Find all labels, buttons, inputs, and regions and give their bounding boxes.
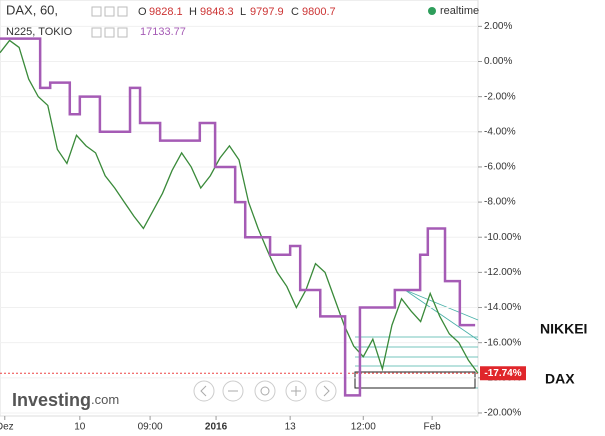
realtime: realtime [440, 5, 479, 17]
series-annotation: NIKKEI [540, 321, 587, 337]
x-tick-label: 10 [74, 422, 86, 433]
x-tick-label: 09:00 [138, 422, 163, 433]
high: 9848.3 [200, 6, 234, 18]
logo-suffix: .com [91, 392, 119, 407]
plot-frame [0, 0, 479, 417]
x-tick-label: Feb [423, 422, 441, 433]
open: 9828.1 [149, 6, 183, 18]
logo: Investing.com [12, 390, 119, 410]
x-tick-label: 13 [285, 422, 297, 433]
reset[interactable] [254, 380, 276, 402]
zoom-in[interactable] [285, 380, 307, 402]
y-tick-label: -10.00% [484, 232, 521, 243]
y-tick-label: -16.00% [484, 337, 521, 348]
y-tick-label: -6.00% [484, 162, 516, 173]
y-tick-label: -14.00% [484, 302, 521, 313]
symbol: DAX, 60, [6, 2, 58, 17]
y-tick-label: -2.00% [484, 91, 516, 102]
last-value-box [480, 366, 526, 381]
selection-box [354, 371, 476, 389]
step-line [0, 37, 476, 397]
close: 9800.7 [302, 6, 336, 18]
low-label: L [240, 6, 246, 18]
y-tick-label: 0.00% [484, 56, 512, 67]
realtime-dot [428, 7, 436, 15]
scroll-left[interactable] [193, 380, 215, 402]
x-tick-label: 2016 [205, 422, 228, 433]
y-tick-label: -4.00% [484, 126, 516, 137]
zoom-out[interactable] [222, 380, 244, 402]
open-label: O [138, 6, 147, 18]
toolbar [193, 380, 337, 402]
y-tick-label: -20.00% [484, 408, 521, 419]
header-icons [91, 6, 128, 38]
scroll-right[interactable] [315, 380, 337, 402]
logo-main: Investing [12, 390, 91, 410]
y-tick-label: 2.00% [484, 21, 512, 32]
close-label: C [291, 6, 299, 18]
y-tick-label: -8.00% [484, 197, 516, 208]
price-line [0, 39, 479, 374]
compare-symbol: N225, TOKIO [6, 26, 73, 38]
logo-text: Investing.com [12, 390, 119, 410]
x-tick-label: 12:00 [351, 422, 376, 433]
series-annotation: DAX [545, 371, 575, 387]
y-tick-label: -12.00% [484, 267, 521, 278]
last-value-label: -17.74% [484, 368, 521, 379]
low: 9797.9 [250, 6, 284, 18]
high-label: H [189, 6, 197, 18]
compare-value: 17133.77 [140, 26, 186, 38]
x-tick-label: Dez [0, 422, 14, 433]
